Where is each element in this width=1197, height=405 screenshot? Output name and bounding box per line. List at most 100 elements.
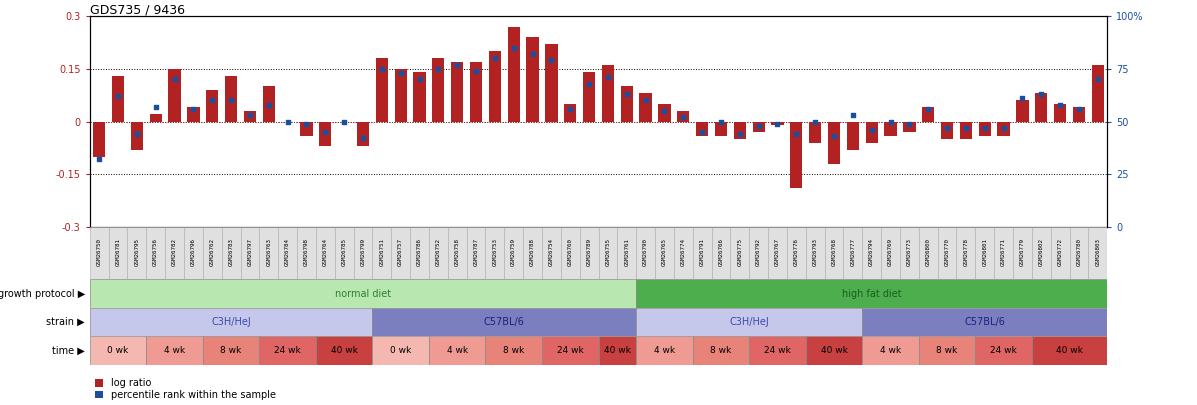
Text: GSM26775: GSM26775 <box>737 238 742 266</box>
Legend: log ratio, percentile rank within the sample: log ratio, percentile rank within the sa… <box>95 378 277 400</box>
Point <box>485 55 504 62</box>
Bar <box>429 336 486 364</box>
Point <box>976 125 995 131</box>
Bar <box>320 122 332 146</box>
Text: GSM26783: GSM26783 <box>229 238 233 266</box>
Text: 24 wk: 24 wk <box>990 346 1017 355</box>
Point <box>278 118 297 125</box>
Point <box>1051 101 1070 108</box>
Bar <box>695 122 709 136</box>
Text: time ▶: time ▶ <box>53 345 85 355</box>
Text: GSM26762: GSM26762 <box>209 238 214 266</box>
Point <box>372 66 391 72</box>
Text: GSM26789: GSM26789 <box>587 238 591 266</box>
Text: 0 wk: 0 wk <box>390 346 412 355</box>
Bar <box>564 104 577 122</box>
Point <box>579 80 598 87</box>
Bar <box>202 336 260 364</box>
Bar <box>146 227 165 279</box>
Bar <box>1032 227 1051 279</box>
Point <box>429 66 448 72</box>
Bar <box>636 308 862 336</box>
Bar <box>828 122 840 164</box>
Bar <box>1016 100 1028 122</box>
Bar <box>260 336 316 364</box>
Bar <box>602 65 614 122</box>
Text: GDS735 / 9436: GDS735 / 9436 <box>90 3 184 16</box>
Bar <box>244 111 256 122</box>
Text: 4 wk: 4 wk <box>164 346 186 355</box>
Point <box>184 106 203 112</box>
Text: GSM26752: GSM26752 <box>436 238 440 266</box>
Text: 4 wk: 4 wk <box>654 346 675 355</box>
Text: GSM26761: GSM26761 <box>625 238 630 266</box>
Text: GSM26787: GSM26787 <box>474 238 479 266</box>
Bar <box>169 69 181 122</box>
Text: GSM26793: GSM26793 <box>813 238 818 266</box>
Bar <box>1032 336 1107 364</box>
Bar <box>90 336 146 364</box>
Point <box>749 122 768 129</box>
Bar <box>429 227 448 279</box>
Point <box>467 68 486 74</box>
Bar <box>919 227 937 279</box>
Point <box>146 104 165 110</box>
Bar <box>579 227 598 279</box>
Bar <box>790 122 802 188</box>
Bar <box>150 115 162 122</box>
Point <box>655 108 674 114</box>
Point <box>881 118 900 125</box>
Text: GSM26792: GSM26792 <box>757 238 761 266</box>
Text: GSM26784: GSM26784 <box>285 238 290 266</box>
Bar <box>922 107 935 122</box>
Bar <box>187 107 200 122</box>
Bar <box>241 227 260 279</box>
Bar <box>372 227 391 279</box>
Text: GSM26797: GSM26797 <box>248 238 253 266</box>
Bar <box>130 122 142 149</box>
Text: 24 wk: 24 wk <box>764 346 791 355</box>
Bar <box>395 69 407 122</box>
Point <box>786 131 806 137</box>
Bar <box>206 90 218 121</box>
Text: GSM26750: GSM26750 <box>97 238 102 266</box>
Point <box>165 76 184 83</box>
Text: GSM26772: GSM26772 <box>1058 238 1063 266</box>
Point <box>806 118 825 125</box>
Point <box>918 106 937 112</box>
Text: GSM26777: GSM26777 <box>850 238 856 266</box>
Bar <box>809 122 821 143</box>
Bar <box>786 227 806 279</box>
Text: GSM26790: GSM26790 <box>643 238 648 266</box>
Bar <box>1013 227 1032 279</box>
Text: 8 wk: 8 wk <box>710 346 731 355</box>
Bar <box>1035 94 1047 122</box>
Text: GSM26788: GSM26788 <box>530 238 535 266</box>
Bar <box>734 122 746 139</box>
Bar <box>93 122 105 157</box>
Bar <box>997 122 1010 136</box>
Bar <box>937 227 956 279</box>
Text: GSM26800: GSM26800 <box>925 238 931 266</box>
Text: GSM26765: GSM26765 <box>662 238 667 266</box>
Text: GSM26780: GSM26780 <box>1076 238 1081 266</box>
Bar <box>488 51 502 122</box>
Text: 40 wk: 40 wk <box>1056 346 1083 355</box>
Point <box>711 118 730 125</box>
Bar <box>620 86 633 122</box>
Bar <box>448 227 467 279</box>
Text: GSM26756: GSM26756 <box>153 238 158 266</box>
Bar <box>904 122 916 132</box>
Point <box>1088 76 1107 83</box>
Bar <box>316 227 335 279</box>
Bar <box>90 227 109 279</box>
Text: 4 wk: 4 wk <box>880 346 901 355</box>
Bar <box>715 122 727 136</box>
Bar <box>391 227 411 279</box>
Bar <box>376 58 388 122</box>
Bar <box>1088 227 1107 279</box>
Point <box>241 112 260 118</box>
Text: 24 wk: 24 wk <box>557 346 584 355</box>
Point <box>598 74 618 81</box>
Bar <box>865 122 877 143</box>
